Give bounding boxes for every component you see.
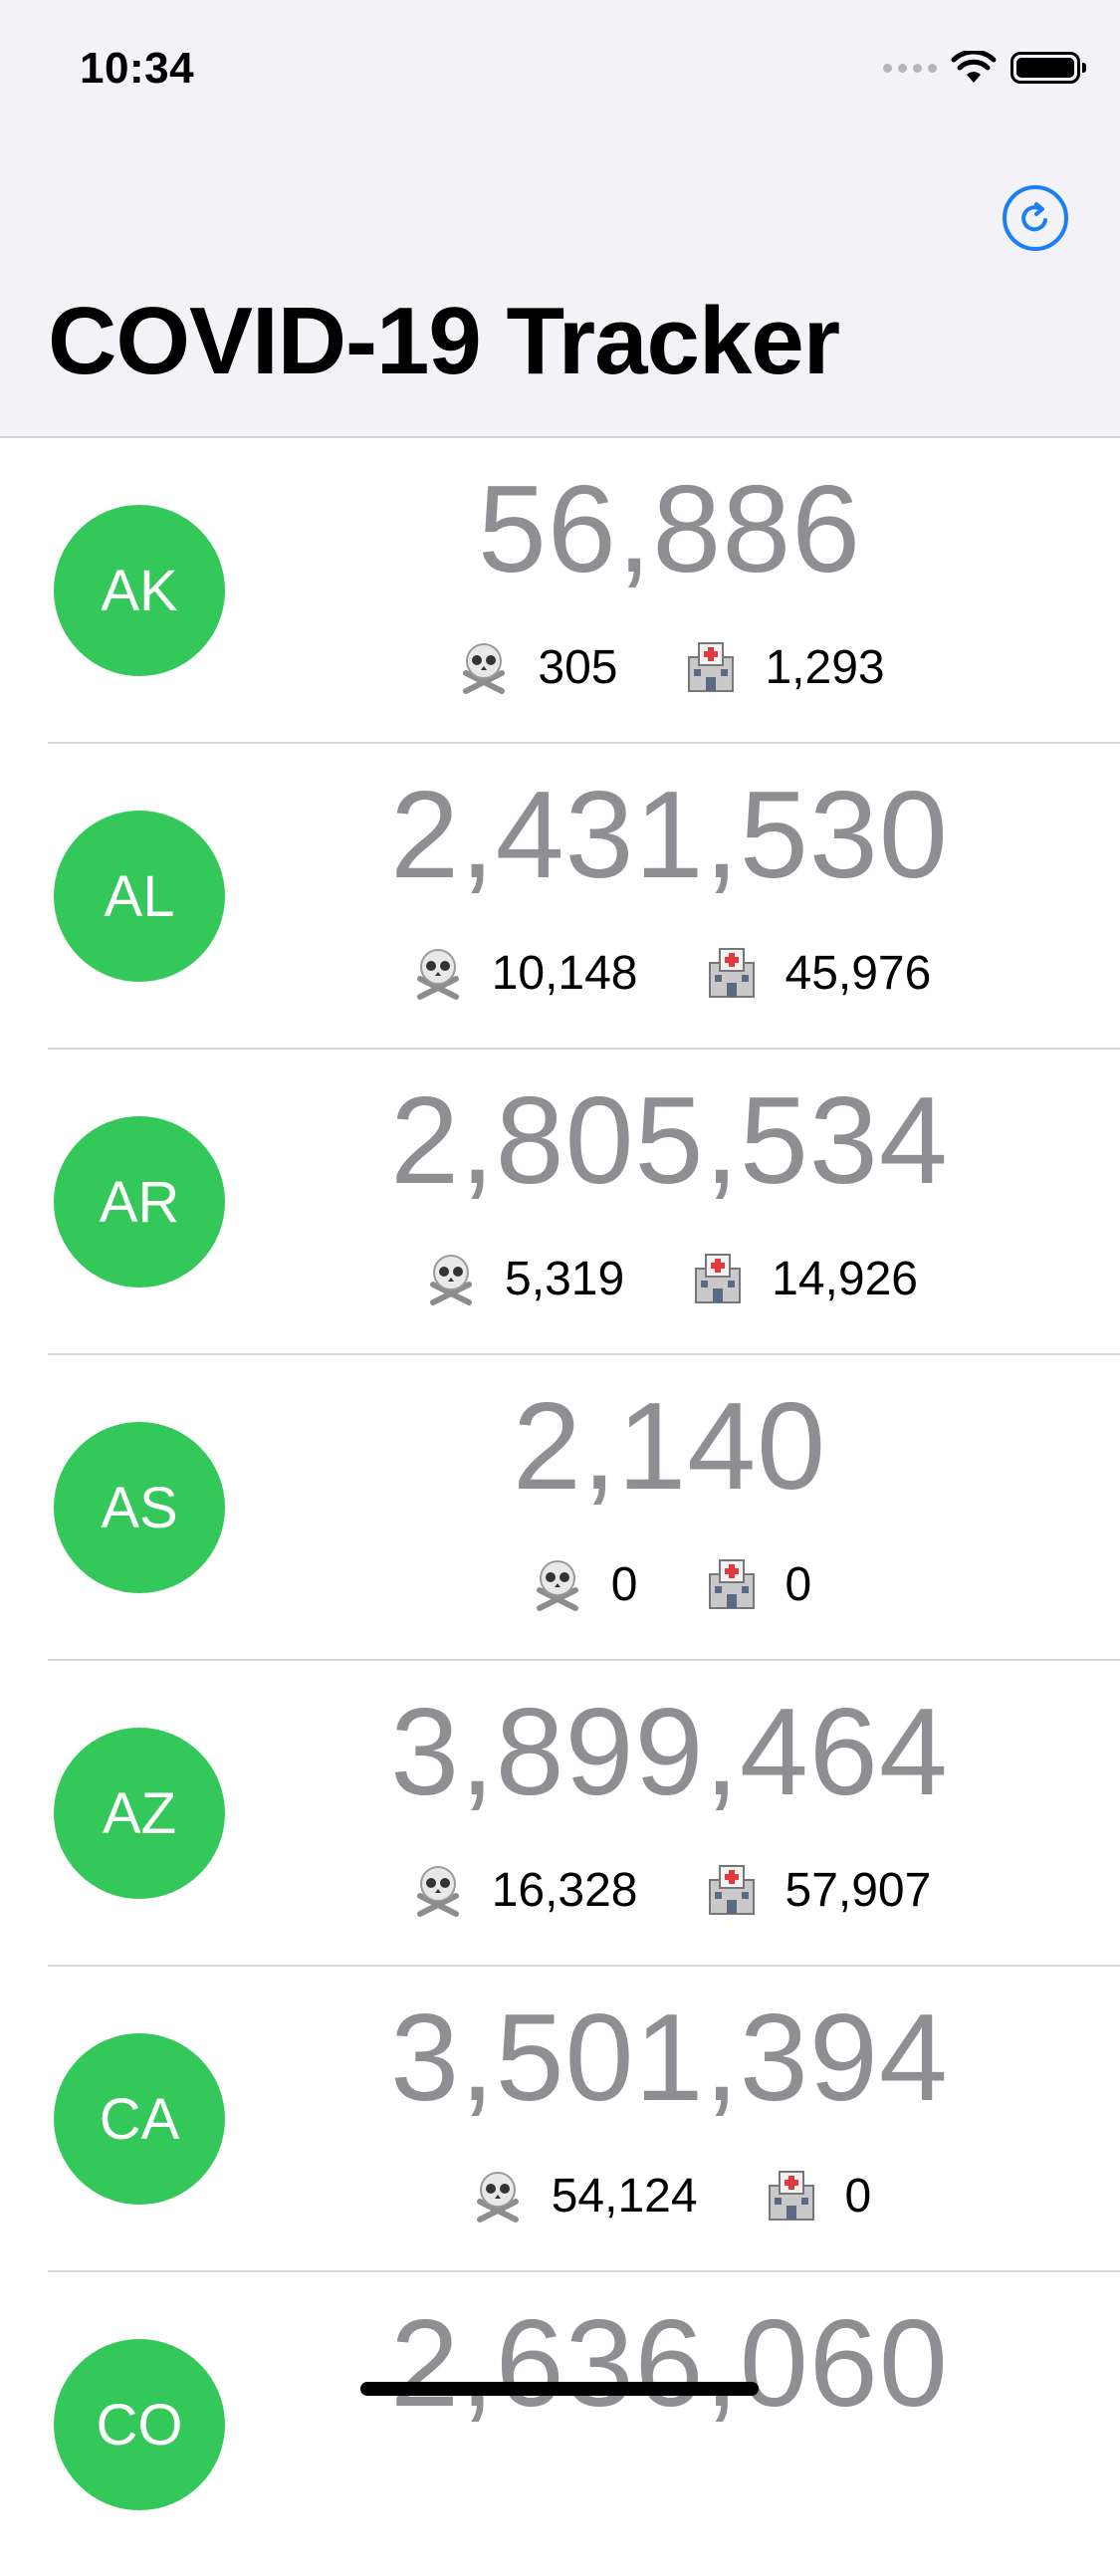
- state-row-co[interactable]: CO 2,636,060: [48, 2272, 1120, 2576]
- state-code-avatar: CA: [54, 2033, 225, 2205]
- hospital-icon: [762, 2166, 821, 2225]
- state-code-avatar: AZ: [54, 1728, 225, 1899]
- deaths-count: 305: [538, 640, 618, 694]
- deaths-count: 0: [610, 1557, 638, 1611]
- cases-count: 3,899,464: [390, 1684, 949, 1821]
- hospitalized-count: 14,926: [772, 1252, 918, 1305]
- cases-count: 3,501,394: [390, 1990, 949, 2127]
- status-icons: [883, 48, 1086, 88]
- hospital-icon: [702, 1860, 762, 1920]
- state-code-avatar: AR: [54, 1116, 225, 1288]
- hospitalized-count: 0: [784, 1557, 812, 1611]
- hospital-icon: [681, 637, 741, 697]
- cellular-signal-icon: [883, 63, 937, 73]
- hospitalized-count: 1,293: [765, 640, 885, 694]
- skull-crossbones-icon: [408, 943, 468, 1003]
- stats-row: 305 1,293: [267, 637, 1072, 697]
- skull-crossbones-icon: [408, 1860, 468, 1920]
- stats-row: 0 0: [267, 1554, 1072, 1614]
- state-row-al[interactable]: AL 2,431,530 10,148 45,976: [48, 744, 1120, 1050]
- cases-count: 2,140: [512, 1378, 827, 1516]
- state-code-avatar: CO: [54, 2339, 225, 2510]
- navigation-header: 10:34 COVID-19 Tracker: [0, 0, 1120, 438]
- hospital-icon: [702, 943, 762, 1003]
- refresh-button[interactable]: [1003, 185, 1068, 251]
- skull-crossbones-icon: [528, 1554, 587, 1614]
- skull-crossbones-icon: [454, 637, 514, 697]
- deaths-count: 16,328: [491, 1863, 638, 1917]
- status-time: 10:34: [80, 44, 195, 93]
- stats-row: 16,328 57,907: [267, 1860, 1072, 1920]
- hospitalized-count: 45,976: [784, 946, 932, 1000]
- stats-row: 54,124 0: [267, 2166, 1072, 2225]
- state-code-avatar: AK: [54, 505, 225, 676]
- state-row-az[interactable]: AZ 3,899,464 16,328 57,907: [48, 1661, 1120, 1967]
- state-code-avatar: AL: [54, 811, 225, 982]
- cases-count: 56,886: [477, 461, 862, 598]
- arrow-clockwise-icon: [1021, 202, 1047, 232]
- state-list[interactable]: AK 56,886 305 1,293 AL 2,431,530 10,148 …: [0, 438, 1120, 2576]
- cases-count: 2,805,534: [390, 1072, 949, 1210]
- state-row-ar[interactable]: AR 2,805,534 5,319 14,926: [48, 1050, 1120, 1355]
- cases-count: 2,636,060: [390, 2295, 949, 2433]
- deaths-count: 10,148: [491, 946, 638, 1000]
- state-row-as[interactable]: AS 2,140 0 0: [48, 1355, 1120, 1661]
- stats-row: 10,148 45,976: [267, 943, 1072, 1003]
- hospitalized-count: 57,907: [784, 1863, 932, 1917]
- hospitalized-count: 0: [844, 2169, 872, 2223]
- skull-crossbones-icon: [421, 1249, 481, 1308]
- state-row-ak[interactable]: AK 56,886 305 1,293: [48, 438, 1120, 744]
- wifi-icon: [951, 51, 997, 83]
- page-title: COVID-19 Tracker: [48, 288, 840, 394]
- cases-count: 2,431,530: [390, 767, 949, 904]
- deaths-count: 5,319: [505, 1252, 625, 1305]
- hospital-icon: [688, 1249, 748, 1308]
- deaths-count: 54,124: [551, 2169, 698, 2223]
- skull-crossbones-icon: [468, 2166, 528, 2225]
- hospital-icon: [702, 1554, 762, 1614]
- state-row-ca[interactable]: CA 3,501,394 54,124 0: [48, 1967, 1120, 2272]
- stats-row: 5,319 14,926: [267, 1249, 1072, 1308]
- home-indicator[interactable]: [360, 2382, 759, 2396]
- state-code-avatar: AS: [54, 1422, 225, 1593]
- battery-icon: [1010, 52, 1086, 84]
